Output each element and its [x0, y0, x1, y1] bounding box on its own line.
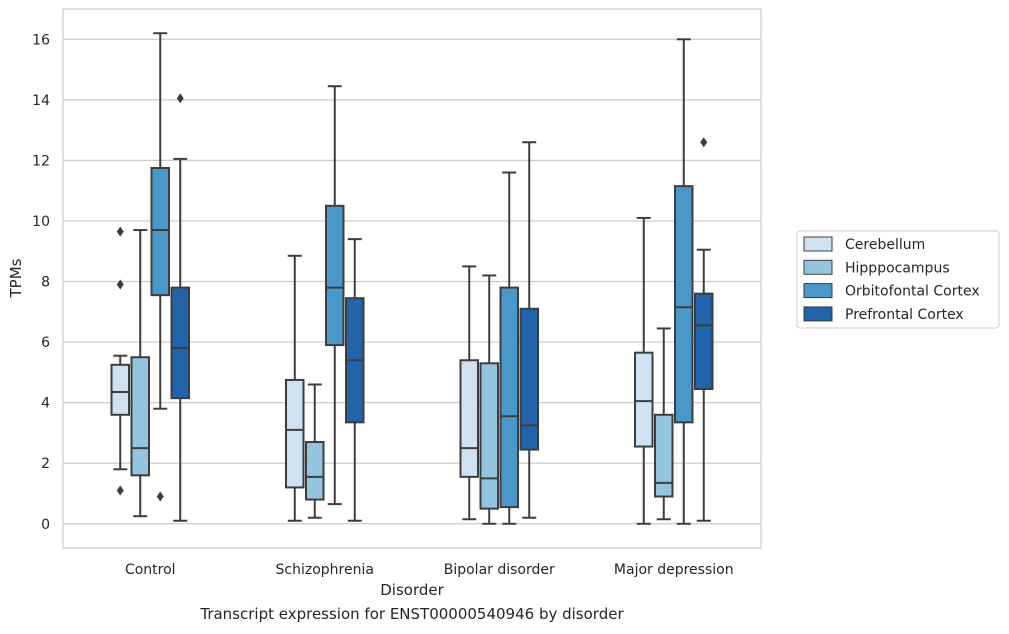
outlier-point — [176, 93, 184, 104]
legend-swatch — [803, 259, 833, 275]
y-tick-label: 12 — [32, 153, 50, 169]
box-iqr — [110, 363, 130, 416]
legend-label: Hipppocampus — [845, 260, 950, 276]
box-orbitofontal-cortex — [150, 32, 170, 502]
y-tick-label: 8 — [41, 275, 50, 291]
box-cerebellum — [459, 265, 479, 521]
box-hipppocampus — [654, 327, 674, 521]
box-iqr — [499, 286, 519, 509]
box-prefrontal-cortex — [170, 93, 190, 522]
box-hipppocampus — [479, 274, 499, 525]
legend-label: Prefrontal Cortex — [845, 307, 964, 323]
box-iqr — [150, 166, 170, 297]
y-tick-label: 10 — [32, 214, 50, 230]
box-prefrontal-cortex — [345, 238, 365, 522]
box-cerebellum — [285, 254, 305, 522]
box-orbitofontal-cortex — [325, 85, 345, 506]
outlier-point — [156, 491, 164, 502]
boxplot-chart: 0 2 4 6 8 10 12 14 16 Control Schizophrenia Bipola… — [7, 8, 1000, 599]
outlier-point — [700, 137, 708, 148]
figure-caption: Transcript expression for ENST0000054094… — [200, 605, 624, 623]
outlier-point — [116, 279, 124, 290]
x-tick-label: Bipolar disorder — [444, 562, 555, 578]
x-tick-label: Major depression — [614, 562, 734, 578]
box-orbitofontal-cortex — [674, 38, 694, 525]
x-tick-label: Schizophrenia — [276, 562, 374, 578]
y-tick-label: 14 — [32, 93, 50, 109]
outlier-point — [116, 226, 124, 237]
box-iqr — [674, 185, 694, 424]
x-axis-label: Disorder — [380, 581, 444, 599]
y-tick-label: 0 — [41, 517, 50, 533]
box-cerebellum — [110, 226, 130, 496]
box-iqr — [654, 413, 674, 498]
y-tick-label: 4 — [41, 396, 50, 412]
y-tick-labels: 0 2 4 6 8 10 12 14 16 — [32, 32, 50, 532]
y-tick-label: 2 — [41, 456, 50, 472]
box-iqr — [170, 286, 190, 400]
box-cerebellum — [634, 216, 654, 525]
box-iqr — [479, 362, 499, 510]
x-tick-labels: Control Schizophrenia Bipolar disorder Majo… — [125, 562, 734, 578]
box-hipppocampus — [130, 229, 150, 518]
box-iqr — [459, 359, 479, 478]
legend: Cerebellum Hipppocampus Orbitofontal Corte… — [796, 230, 1000, 329]
legend-swatch — [803, 306, 833, 322]
box-orbitofontal-cortex — [499, 171, 519, 525]
box-iqr — [305, 441, 325, 501]
x-tick-label: Control — [125, 562, 176, 578]
box-iqr — [130, 356, 150, 477]
box-prefrontal-cortex — [519, 141, 539, 519]
y-axis-label: TPMs — [7, 258, 25, 298]
outlier-point — [116, 485, 124, 496]
box-iqr — [634, 351, 654, 448]
box-iqr — [519, 307, 539, 451]
y-tick-label: 6 — [41, 335, 50, 351]
legend-label: Cerebellum — [845, 237, 925, 253]
legend-swatch — [803, 236, 833, 252]
box-iqr — [694, 292, 714, 391]
box-groups — [110, 32, 714, 525]
legend-swatch — [803, 283, 833, 299]
box-iqr — [325, 204, 345, 347]
y-tick-label: 16 — [32, 32, 50, 48]
legend-frame — [796, 230, 1000, 329]
box-iqr — [285, 378, 305, 489]
box-hipppocampus — [305, 383, 325, 519]
legend-label: Orbitofontal Cortex — [845, 284, 980, 300]
box-prefrontal-cortex — [694, 137, 714, 522]
